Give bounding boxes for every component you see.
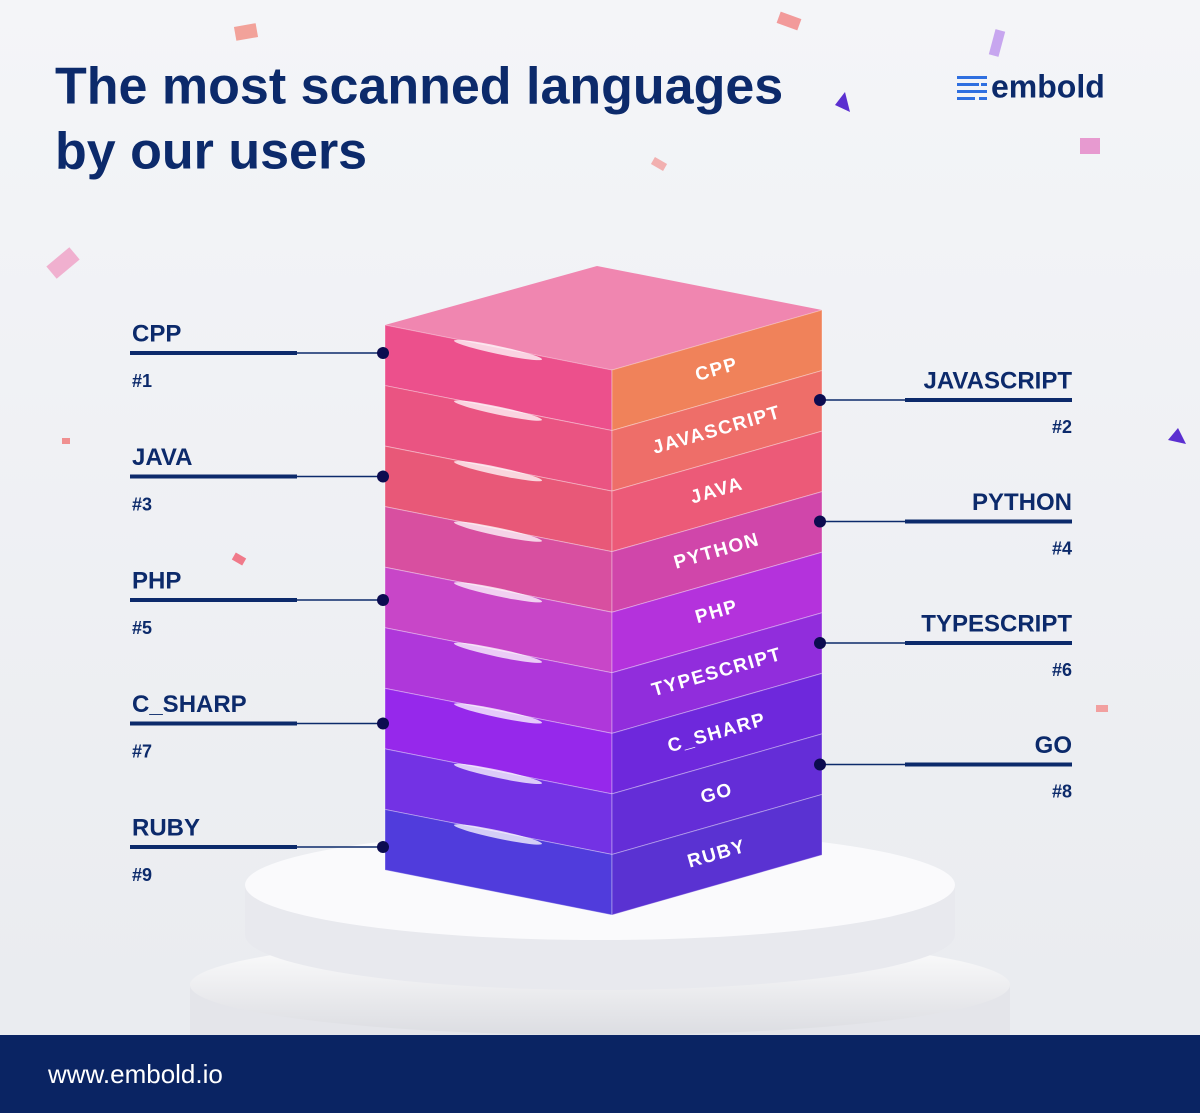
leader-dot [814, 758, 826, 771]
language-rank: #5 [132, 618, 152, 638]
language-rank: #9 [132, 865, 152, 885]
confetti-piece [62, 438, 70, 444]
layer-glow [453, 763, 543, 785]
language-name: C_SHARP [132, 691, 247, 718]
logo-text: embold [991, 68, 1105, 104]
confetti-piece [650, 157, 668, 171]
leader-dot [814, 394, 826, 406]
confetti-piece [835, 92, 850, 112]
leader-dot [377, 594, 389, 606]
language-name: PYTHON [972, 489, 1072, 516]
layer-glow [453, 824, 543, 845]
leader-dot [377, 841, 389, 853]
layer-glow [453, 339, 543, 361]
language-rank: #4 [1052, 538, 1072, 558]
confetti-piece [233, 23, 259, 41]
leader-dot [814, 637, 826, 649]
title-line: by our users [55, 123, 367, 181]
language-name: JAVA [132, 444, 192, 471]
language-name: RUBY [132, 814, 200, 841]
stack: CPPJAVASCRIPTJAVAPYTHONPHPTYPESCRIPTC_SH… [384, 266, 823, 916]
language-rank: #2 [1052, 417, 1072, 437]
confetti-piece [1096, 705, 1108, 712]
layer-glow [453, 582, 543, 603]
layer-glow [453, 642, 543, 663]
confetti-piece [988, 29, 1006, 57]
confetti-piece [1080, 138, 1100, 154]
leader-dot [377, 470, 389, 483]
layer-glow [453, 460, 543, 482]
footer-url: www.embold.io [47, 1059, 223, 1089]
pedestal [190, 830, 1010, 1035]
language-name: TYPESCRIPT [921, 610, 1072, 637]
language-rank: #1 [132, 371, 152, 391]
footer-bar [0, 1035, 1200, 1113]
confetti [46, 11, 1186, 712]
layer-glow [453, 400, 543, 421]
layer-glow [453, 703, 543, 724]
language-name: GO [1035, 732, 1072, 759]
language-labels: CPP #1 JAVASCRIPT #2 JAVA #3 PYTHON #4 PHP #5 TYPE… [130, 320, 1073, 885]
confetti-piece [231, 552, 247, 566]
logo-icon [957, 76, 987, 100]
language-rank: #8 [1052, 781, 1072, 801]
language-name: CPP [132, 320, 181, 347]
leader-dot [377, 717, 389, 730]
language-rank: #7 [132, 741, 152, 761]
leader-dot [377, 347, 389, 359]
language-name: PHP [132, 567, 181, 594]
leader-dot [814, 515, 826, 528]
language-name: JAVASCRIPT [924, 367, 1073, 394]
confetti-piece [776, 11, 802, 31]
confetti-piece [46, 247, 80, 279]
layer-side [611, 793, 823, 916]
logo: embold [957, 68, 1105, 104]
language-rank: #6 [1052, 660, 1072, 680]
language-rank: #3 [132, 494, 152, 514]
layer-glow [453, 521, 543, 542]
confetti-piece [1168, 428, 1186, 444]
title-line: The most scanned languages [55, 58, 783, 116]
stack-top [385, 266, 822, 370]
